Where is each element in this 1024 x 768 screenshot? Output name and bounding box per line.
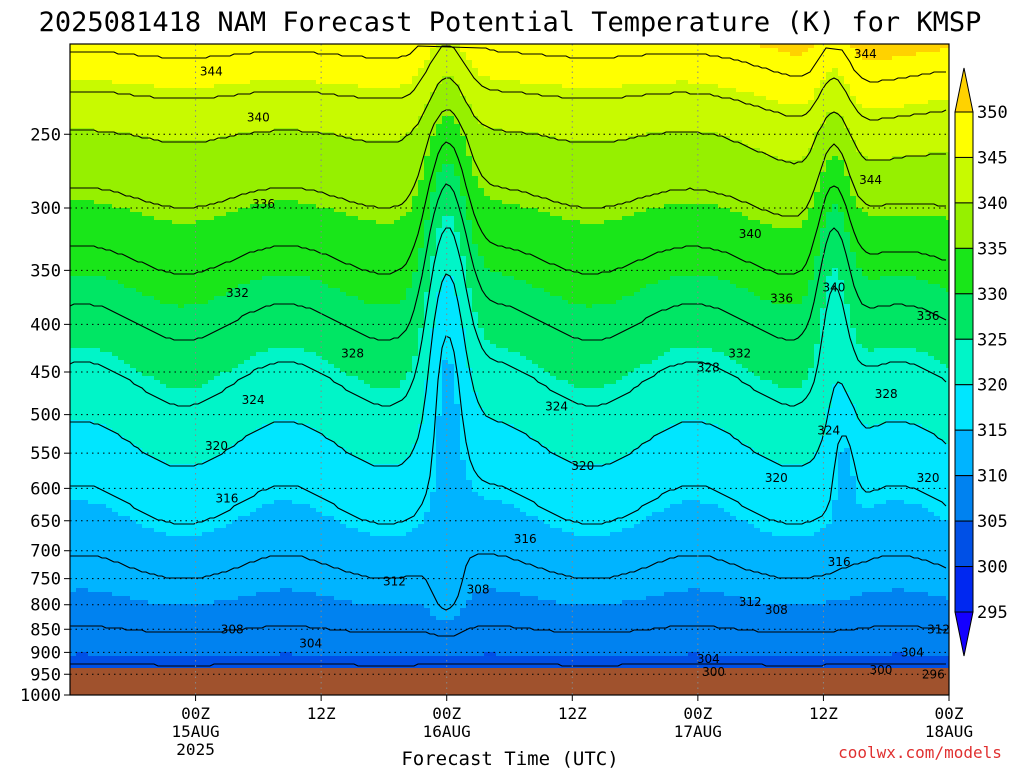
colorbar-swatch — [955, 294, 973, 339]
colorbar-swatch — [955, 476, 973, 521]
contour-label: 332 — [226, 286, 249, 300]
y-tick-label: 450 — [30, 363, 61, 383]
chart: 2025081418 NAM Forecast Potential Temper… — [0, 0, 1024, 768]
colorbar-label: 325 — [977, 330, 1008, 350]
contour-label: 336 — [252, 197, 275, 211]
x-tick-label: 00Z — [683, 704, 712, 723]
colorbar-swatch — [955, 203, 973, 248]
colorbar-top-arrow — [955, 68, 973, 112]
contour-label: 304 — [901, 645, 924, 659]
contour-label: 344 — [200, 64, 223, 78]
contour-label: 324 — [817, 423, 840, 437]
y-tick-label: 800 — [30, 596, 61, 616]
contour-label: 344 — [854, 47, 877, 61]
contour-label: 340 — [822, 280, 845, 294]
colorbar-label: 310 — [977, 467, 1008, 487]
x-tick-label: 00Z — [935, 704, 964, 723]
y-tick-label: 400 — [30, 315, 61, 335]
colorbar-swatch — [955, 521, 973, 566]
contour-label: 312 — [927, 622, 950, 636]
colorbar-label: 315 — [977, 421, 1008, 441]
contour-label: 304 — [697, 652, 720, 666]
colorbar-label: 350 — [977, 103, 1008, 123]
y-tick-label: 500 — [30, 406, 61, 426]
ground-layer — [70, 668, 949, 695]
contour-label: 320 — [917, 471, 940, 485]
ground-fill — [70, 668, 949, 695]
y-tick-label: 700 — [30, 542, 61, 562]
x-tick-label: 00Z — [181, 704, 210, 723]
x-tick-label: 12Z — [307, 704, 336, 723]
y-axis: 250 300 350 400 450 500 550 600 650 700 750 800 850 9… — [20, 125, 70, 706]
colorbar-label: 330 — [977, 285, 1008, 305]
y-tick-label: 900 — [30, 643, 61, 663]
contour-label: 336 — [770, 291, 793, 305]
y-tick-label: 350 — [30, 261, 61, 281]
colorbar-label: 335 — [977, 239, 1008, 259]
contour-label: 328 — [875, 387, 898, 401]
contour-label: 300 — [702, 665, 725, 679]
colorbar-swatch — [955, 567, 973, 612]
y-tick-label: 550 — [30, 444, 61, 464]
y-tick-label: 1000 — [20, 686, 61, 706]
contour-label: 336 — [917, 309, 940, 323]
y-tick-label: 650 — [30, 512, 61, 532]
x-tick-date: 18AUG — [925, 722, 973, 741]
y-tick-label: 600 — [30, 479, 61, 499]
colorbar-label: 305 — [977, 512, 1008, 532]
contour-label: 312 — [739, 595, 762, 609]
contour-label: 320 — [571, 459, 594, 473]
contour-label: 320 — [765, 471, 788, 485]
contour-label: 316 — [514, 532, 537, 546]
temperature-field — [70, 44, 953, 669]
contour-label: 340 — [739, 227, 762, 241]
x-tick-date: 17AUG — [674, 722, 722, 741]
contour-label: 316 — [828, 555, 851, 569]
x-tick-label: 00Z — [432, 704, 461, 723]
contour-label: 308 — [765, 603, 788, 617]
contour-label: 308 — [221, 622, 244, 636]
contour-label: 344 — [859, 173, 882, 187]
x-tick-label: 12Z — [809, 704, 838, 723]
y-tick-label: 300 — [30, 199, 61, 219]
y-tick-label: 950 — [30, 665, 61, 685]
colorbar-bottom-arrow — [955, 612, 973, 656]
x-tick-label: 12Z — [558, 704, 587, 723]
contour-label: 340 — [247, 111, 270, 125]
x-tick-year: 2025 — [176, 740, 215, 759]
y-tick-label: 850 — [30, 620, 61, 640]
colorbar-swatch — [955, 112, 973, 157]
contour-label: 300 — [870, 663, 893, 677]
credit-text: coolwx.com/models — [838, 743, 1002, 762]
colorbar: 350 345 340 335 330 325 320 315 310 305 300 295 — [955, 68, 1008, 656]
x-tick-date: 16AUG — [423, 722, 471, 741]
colorbar-label: 320 — [977, 376, 1008, 396]
contour-label: 328 — [697, 360, 720, 374]
x-tick-date: 15AUG — [171, 722, 219, 741]
chart-title: 2025081418 NAM Forecast Potential Temper… — [39, 7, 982, 38]
contour-label: 332 — [728, 347, 751, 361]
colorbar-label: 295 — [977, 603, 1008, 623]
colorbar-label: 300 — [977, 558, 1008, 578]
contour-label: 324 — [545, 399, 568, 413]
x-axis-label: Forecast Time (UTC) — [401, 748, 618, 768]
colorbar-swatch — [955, 157, 973, 202]
colorbar-swatch — [955, 248, 973, 293]
colorbar-swatch — [955, 430, 973, 475]
colorbar-label: 340 — [977, 194, 1008, 214]
contour-label: 296 — [922, 667, 945, 681]
y-tick-label: 250 — [30, 125, 61, 145]
contour-label: 324 — [242, 393, 265, 407]
y-tick-label: 750 — [30, 570, 61, 590]
contour-label: 308 — [467, 582, 490, 596]
colorbar-label: 345 — [977, 148, 1008, 168]
contour-label: 316 — [216, 491, 239, 505]
contour-label: 312 — [383, 574, 406, 588]
colorbar-swatch — [955, 385, 973, 430]
contour-label: 304 — [299, 636, 322, 650]
contour-label: 320 — [205, 439, 228, 453]
contour-label: 328 — [341, 347, 364, 361]
colorbar-swatch — [955, 339, 973, 384]
